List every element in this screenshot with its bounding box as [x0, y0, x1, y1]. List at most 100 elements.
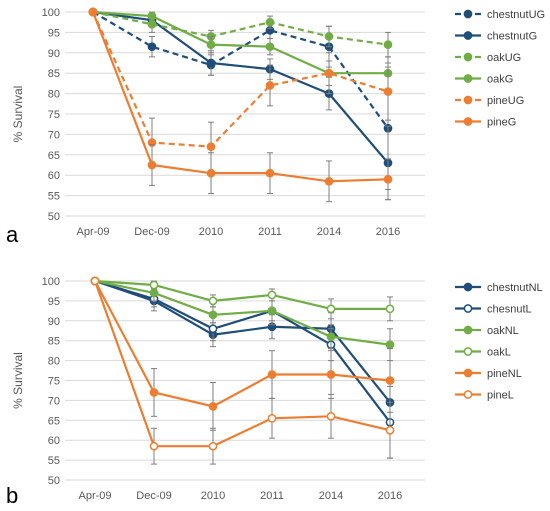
- data-point: [267, 370, 277, 379]
- data-point: [208, 296, 218, 306]
- data-point: [326, 411, 336, 421]
- y-tick-label: 55: [48, 455, 60, 467]
- legend-entry: chesnutL: [455, 304, 532, 316]
- y-tick-label: 70: [48, 395, 60, 407]
- legend-marker: [463, 368, 473, 378]
- legend-entry: oakUG: [455, 52, 521, 64]
- x-tick-label: Dec-09: [134, 226, 169, 238]
- legend-marker: [463, 95, 473, 105]
- data-point: [206, 40, 216, 49]
- data-point: [265, 42, 275, 52]
- legend-marker: [463, 304, 473, 313]
- data-point: [324, 68, 334, 78]
- data-point: [383, 40, 393, 49]
- legend-entry: chestnutG: [455, 31, 537, 43]
- legend-label: chestnutG: [487, 31, 537, 43]
- data-point: [208, 310, 218, 320]
- data-point: [383, 174, 393, 184]
- series-line: [94, 279, 391, 423]
- panel-label: b: [6, 483, 18, 508]
- data-point: [385, 376, 395, 385]
- data-point: [147, 11, 157, 21]
- legend-entry: oakG: [455, 74, 513, 86]
- legend-entry: chestnutUG: [455, 9, 545, 21]
- legend-label: chestnutUG: [487, 9, 545, 21]
- data-point: [265, 81, 275, 90]
- series-line: [92, 10, 388, 75]
- y-tick-label: 80: [48, 356, 60, 368]
- y-tick-label: 65: [48, 150, 60, 162]
- legend-label: oakL: [487, 347, 511, 359]
- y-tick-label: 55: [48, 191, 60, 203]
- series-line: [94, 279, 390, 310]
- x-tick-label: Dec-09: [136, 490, 171, 502]
- data-point: [324, 32, 334, 41]
- data-point: [385, 340, 395, 350]
- data-point: [90, 276, 100, 286]
- data-point: [147, 19, 157, 29]
- legend-label: pineG: [487, 117, 516, 129]
- y-tick-label: 70: [48, 129, 60, 141]
- series-line: [92, 10, 389, 164]
- series-pineNL: [90, 276, 395, 431]
- legend-label: chestnutNL: [487, 282, 543, 294]
- data-point: [383, 87, 393, 96]
- series-pineL: [90, 276, 395, 465]
- x-tick-label: 2016: [376, 226, 400, 238]
- series-line: [92, 11, 389, 129]
- data-point: [149, 441, 159, 451]
- x-tick-label: 2010: [199, 226, 223, 238]
- chart-panel-a: 50 55 60 65 70 75 80 85 90 95 100 Apr-09 Dec-09 2010 2…: [6, 7, 545, 247]
- data-point: [149, 388, 159, 397]
- legend-entry: oakNL: [455, 325, 519, 337]
- legend-entry: chestnutNL: [455, 282, 543, 294]
- data-point: [149, 280, 159, 290]
- legend-marker: [463, 347, 473, 356]
- y-tick-label: 100: [42, 276, 60, 288]
- legend-entry: pineL: [455, 390, 514, 402]
- chart-panel-b: 50 55 60 65 70 75 80 85 90 95 100 Apr-09 Dec-09 2010 2…: [6, 276, 543, 508]
- data-point: [265, 17, 275, 27]
- y-tick-label: 90: [48, 316, 60, 328]
- legend-label: oakNL: [487, 325, 519, 337]
- series-pineG: [88, 7, 393, 203]
- data-point: [326, 332, 336, 342]
- x-tick-label: Apr-09: [78, 490, 111, 502]
- data-point: [324, 176, 334, 186]
- data-point: [385, 304, 395, 314]
- y-tick-label: 60: [48, 435, 60, 447]
- x-tick-label: 2014: [319, 490, 343, 502]
- y-tick-label: 90: [48, 48, 60, 60]
- y-axis-label: % Survival: [11, 352, 25, 409]
- data-point: [267, 413, 277, 423]
- series-chesnutL: [90, 276, 395, 459]
- y-tick-label: 85: [48, 336, 60, 348]
- legend-marker: [463, 52, 473, 62]
- data-point: [326, 370, 336, 379]
- x-tick-label: 2011: [258, 226, 282, 238]
- series-oakL: [90, 276, 395, 322]
- series-line: [92, 10, 389, 46]
- data-point: [265, 168, 275, 178]
- y-axis-label: % Survival: [11, 86, 25, 143]
- data-point: [208, 402, 218, 411]
- legend-label: oakG: [487, 74, 513, 86]
- y-tick-label: 85: [48, 68, 60, 80]
- y-tick-label: 65: [48, 415, 60, 427]
- data-point: [147, 160, 157, 170]
- legend-label: pineUG: [487, 95, 524, 107]
- legend-label: pineNL: [487, 368, 522, 380]
- legend-entry: pineG: [455, 117, 516, 129]
- series-line: [91, 11, 389, 183]
- legend-entry: pineUG: [455, 95, 524, 107]
- legend-entry: pineNL: [455, 368, 522, 380]
- legend-marker: [463, 325, 473, 335]
- series-line: [94, 279, 391, 404]
- legend-entry: oakL: [455, 347, 511, 359]
- series-line: [93, 280, 391, 448]
- data-point: [88, 7, 98, 17]
- y-tick-label: 75: [48, 376, 60, 388]
- data-point: [267, 290, 277, 300]
- x-tick-label: 2016: [378, 490, 402, 502]
- data-point: [147, 42, 157, 52]
